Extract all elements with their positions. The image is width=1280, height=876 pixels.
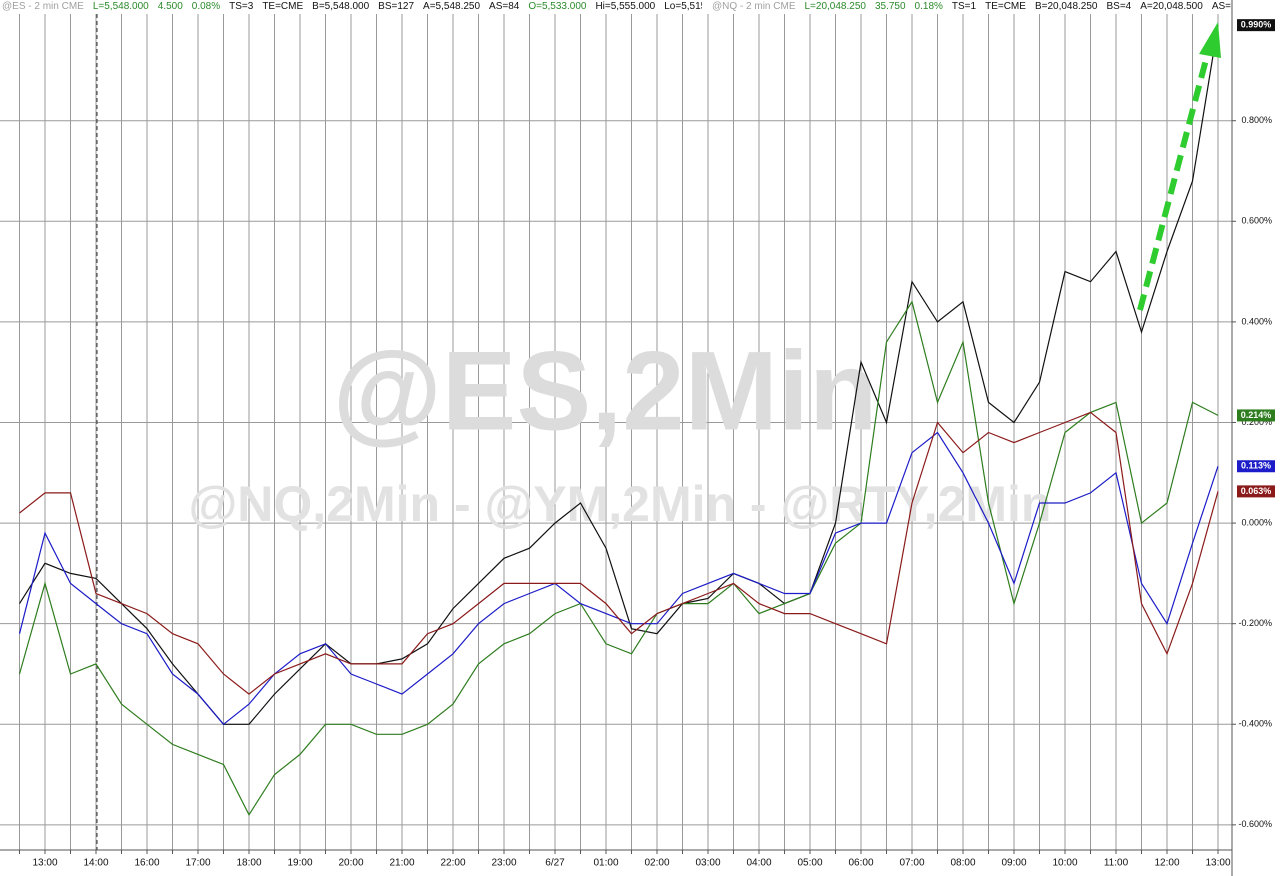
series-lines: [18, 25, 1219, 817]
annotation-arrowhead: [1199, 22, 1221, 58]
quote-field: TS=1: [951, 1, 977, 12]
grid: [0, 14, 1232, 850]
series-line: [19, 411, 1219, 695]
last-value-label: 0.113%: [1241, 461, 1271, 471]
x-tick-label: 03:00: [695, 858, 720, 869]
quote-field: TE=CME: [262, 1, 304, 12]
quote-field: B=5,548.000: [312, 1, 370, 12]
series-line: [18, 300, 1219, 817]
x-tick-label: 16:00: [134, 858, 159, 869]
quote-field: 4.500: [157, 1, 183, 12]
y-tick-label: -0.200%: [1238, 618, 1272, 628]
y-tick-label: -0.400%: [1238, 719, 1272, 729]
quote-field: Lo=5,515.750: [664, 1, 702, 12]
x-tick-label: 23:00: [491, 858, 516, 869]
y-tick-label: 0.000%: [1241, 517, 1272, 527]
quote-field: B=20,048.250: [1034, 1, 1098, 12]
quote-field: 0.18%: [914, 1, 943, 12]
quote-field: Hi=5,555.000: [595, 1, 656, 12]
y-tick-label: 0.200%: [1241, 417, 1272, 427]
last-value-label: 0.990%: [1241, 20, 1272, 30]
x-tick-label: 12:00: [1154, 858, 1179, 869]
last-value-box: [1237, 19, 1275, 32]
quote-field: @ES - 2 min CME: [2, 1, 84, 12]
y-tick-label: -0.600%: [1238, 819, 1272, 829]
quote-field: AS=84: [489, 1, 520, 12]
y-tick-label: 0.800%: [1241, 115, 1272, 125]
x-tick-label: 09:00: [1001, 858, 1026, 869]
quote-es: @ES - 2 min CME L=5,548.000 4.500 0.08% TS=3…: [2, 1, 702, 13]
axis-labels: 13:00 14:00 16:00 17:00 18:00 19:00 20:00 21:00…: [19, 19, 1275, 869]
x-tick-label: 14:00: [83, 858, 108, 869]
quote-field: BS=4: [1106, 1, 1132, 12]
quote-field: A=5,548.250: [423, 1, 481, 12]
watermark-sub: @NQ,2Min - @YM,2Min - @RTY,2Min: [189, 476, 1052, 532]
x-tick-label: 6/27: [545, 858, 565, 869]
quote-field: L=20,048.250: [804, 1, 866, 12]
x-tick-label: 20:00: [338, 858, 363, 869]
quote-field: AS=1: [1211, 1, 1232, 12]
watermark: @ES,2Min: [333, 329, 878, 454]
quote-field: @NQ - 2 min CME: [712, 1, 796, 12]
x-tick-label: 10:00: [1052, 858, 1077, 869]
last-value-box: [1237, 409, 1275, 422]
last-value-label: 0.214%: [1241, 410, 1272, 420]
last-value-box: [1237, 460, 1275, 473]
x-tick-label: 02:00: [644, 858, 669, 869]
x-tick-label: 05:00: [797, 858, 822, 869]
quote-field: A=20,048.500: [1140, 1, 1203, 12]
x-tick-label: 07:00: [899, 858, 924, 869]
y-tick-label: 0.400%: [1241, 316, 1272, 326]
x-tick-label: 06:00: [848, 858, 873, 869]
x-tick-label: 22:00: [440, 858, 465, 869]
quote-field: 35.750: [874, 1, 906, 12]
x-tick-label: 17:00: [185, 858, 210, 869]
x-tick-label: 11:00: [1104, 858, 1129, 869]
quote-field: O=5,533.000: [528, 1, 587, 12]
x-tick-label: 18:00: [236, 858, 261, 869]
y-tick-label: 0.600%: [1241, 216, 1272, 226]
quote-field: TS=3: [229, 1, 254, 12]
x-tick-label: 08:00: [950, 858, 975, 869]
x-tick-label: 13:00: [1205, 858, 1230, 869]
quote-field: TE=CME: [985, 1, 1026, 12]
x-tick-label: 19:00: [287, 858, 312, 869]
quote-field: L=5,548.000: [92, 1, 149, 12]
x-tick-label: 01:00: [593, 858, 618, 869]
quote-field: 0.08%: [191, 1, 221, 12]
x-tick-label: 21:00: [389, 858, 414, 869]
last-value-box: [1237, 485, 1275, 498]
quote-nq: @NQ - 2 min CME L=20,048.250 35.750 0.18% TS…: [712, 1, 1232, 13]
annotation-arrow: [1137, 51, 1211, 311]
quote-field: BS=127: [378, 1, 415, 12]
last-value-label: 0.063%: [1241, 486, 1272, 496]
x-tick-label: 04:00: [746, 858, 771, 869]
x-tick-label: 13:00: [32, 858, 57, 869]
